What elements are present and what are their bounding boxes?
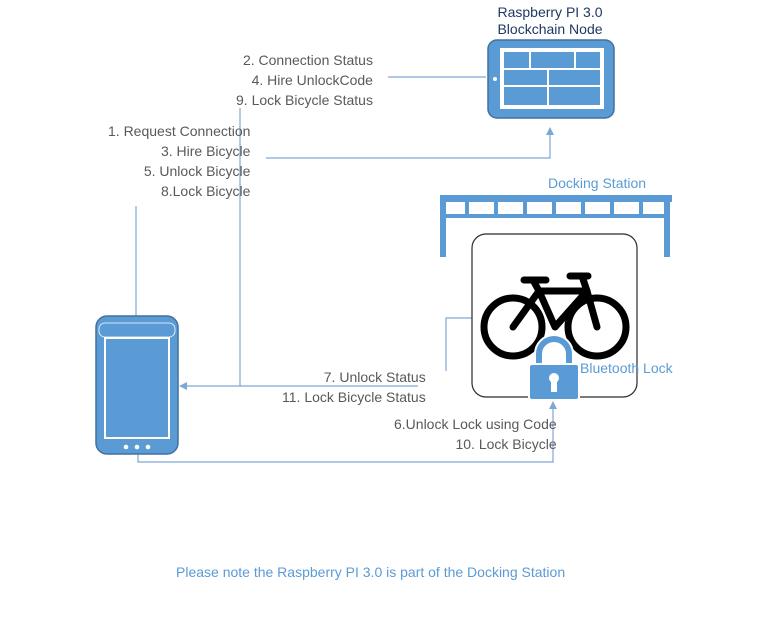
phone-to-node-connector-b — [266, 127, 554, 159]
bluetooth-lock-icon — [528, 334, 580, 401]
node-title-line1: Raspberry PI 3.0 — [497, 4, 603, 20]
bluetooth-lock-label: Bluetooth Lock — [580, 360, 673, 376]
label-lock-bicycle: 8.Lock Bicycle — [160, 183, 251, 199]
label-unlock-status: 7. Unlock Status — [323, 369, 426, 385]
bicycle-icon — [480, 272, 630, 360]
footnote: Please note the Raspberry PI 3.0 is part… — [176, 564, 566, 580]
docking-station-title: Docking Station — [548, 175, 647, 191]
lock-to-phone-labels: 7. Unlock Status 11. Lock Bicycle Status — [282, 367, 426, 407]
label-hire-unlock-code: 4. Hire UnlockCode — [251, 72, 373, 88]
docking-station-rack-icon — [440, 195, 672, 257]
label-lock-bicycle-10: 10. Lock Bicycle — [455, 436, 557, 452]
label-unlock-lock-using-code: 6.Unlock Lock using Code — [394, 416, 557, 432]
label-lock-bicycle-status-11: 11. Lock Bicycle Status — [282, 389, 426, 405]
label-request-connection: 1. Request Connection — [108, 123, 251, 139]
lock-to-phone-connector — [445, 317, 472, 371]
raspberry-pi-node-icon — [487, 39, 615, 119]
phone-to-lock-labels: 6.Unlock Lock using Code 10. Lock Bicycl… — [394, 414, 557, 454]
label-hire-bicycle: 3. Hire Bicycle — [160, 143, 251, 159]
smartphone-icon — [95, 315, 179, 455]
label-connection-status: 2. Connection Status — [242, 52, 373, 68]
node-title-line2: Blockchain Node — [497, 21, 603, 37]
phone-to-lock-connector — [137, 401, 557, 463]
phone-to-node-labels: 1. Request Connection 3. Hire Bicycle 5.… — [108, 121, 250, 201]
node-to-phone-labels: 2. Connection Status 4. Hire UnlockCode … — [236, 50, 373, 110]
label-lock-bicycle-status: 9. Lock Bicycle Status — [236, 92, 373, 108]
label-unlock-bicycle: 5. Unlock Bicycle — [143, 163, 251, 179]
node-title: Raspberry PI 3.0 Blockchain Node — [480, 4, 620, 38]
